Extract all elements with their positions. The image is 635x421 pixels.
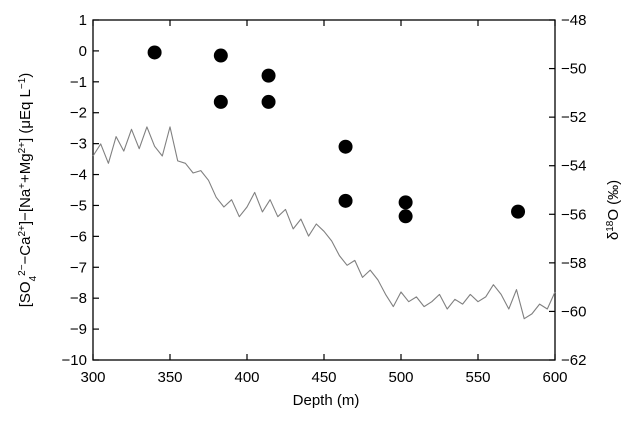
axis-title-part: ]−[Na — [17, 188, 34, 225]
ion-data-point — [398, 195, 413, 210]
x-axis: 300 350 400 450 500 550 600 — [80, 20, 568, 386]
axis-title-part: 4 — [28, 275, 39, 281]
x-tick-label: 500 — [388, 369, 413, 386]
y-left-tick-label: −2 — [70, 105, 87, 122]
y-right-axis: −48 −50 −52 −54 −56 −58 −60 −62 — [549, 12, 586, 369]
y-right-tick-label: −52 — [561, 109, 586, 126]
ion-data-point — [261, 94, 276, 109]
y-left-tick-label: −1 — [70, 74, 87, 91]
y-left-axis-title: [SO42−−Ca2+]−[Na++Mg2+] (μEq L−1) — [17, 73, 39, 308]
delta18o-line-series — [92, 126, 556, 320]
y-right-tick-label: −58 — [561, 255, 586, 272]
ion-data-point — [398, 209, 413, 224]
y-right-tick-label: −50 — [561, 61, 586, 78]
axis-title-part: −1 — [17, 77, 28, 89]
plot-border — [92, 19, 556, 361]
axis-title-part: 2− — [17, 264, 28, 276]
y-right-tick-label: −62 — [561, 352, 586, 369]
ion-data-point — [213, 48, 228, 63]
ion-data-point — [338, 139, 353, 154]
ion-data-point — [338, 193, 353, 208]
y-left-tick-label: −7 — [70, 259, 87, 276]
ion-data-point — [261, 68, 276, 83]
axis-title-part: δ — [605, 232, 622, 240]
y-right-tick-label: −60 — [561, 303, 586, 320]
plot-frame — [92, 19, 556, 361]
axis-title-part: 2+ — [17, 142, 28, 154]
y-left-axis: 1 0 −1 −2 −3 −4 −5 −6 −7 −8 −9 −10 — [62, 12, 99, 369]
axis-title-part: ) — [17, 73, 34, 78]
ion-data-point — [511, 204, 526, 219]
delta18o-line — [92, 126, 556, 320]
x-tick-label: 400 — [234, 369, 259, 386]
axis-title-part: 18 — [605, 220, 616, 232]
y-right-tick-label: −48 — [561, 12, 586, 29]
x-tick-label: 300 — [80, 369, 105, 386]
y-left-tick-label: −3 — [70, 136, 87, 153]
x-axis-title: Depth (m) — [293, 392, 360, 409]
x-tick-label: 450 — [311, 369, 336, 386]
ion-data-point — [213, 94, 228, 109]
y-left-tick-label: −6 — [70, 228, 87, 245]
axis-title-part: ] (μEq L — [17, 89, 34, 142]
y-left-tick-label: −9 — [70, 321, 87, 338]
x-tick-label: 600 — [542, 369, 567, 386]
y-left-tick-label: −8 — [70, 290, 87, 307]
x-tick-label: 550 — [465, 369, 490, 386]
x-tick-label: 350 — [157, 369, 182, 386]
y-right-tick-label: −56 — [561, 206, 586, 223]
y-right-axis-title: δ18O (‰) — [605, 180, 623, 240]
y-left-tick-label: −5 — [70, 197, 87, 214]
y-left-tick-label: −10 — [62, 352, 87, 369]
axis-title-part: 2+ — [17, 225, 28, 237]
ion-scatter-series — [147, 45, 526, 224]
y-left-tick-label: 1 — [79, 12, 87, 29]
axis-title-part: O (‰) — [605, 180, 622, 221]
axis-title-part: +Mg — [17, 153, 34, 183]
axis-title-part: [SO — [17, 281, 34, 307]
y-left-tick-label: −4 — [70, 167, 87, 184]
y-left-tick-label: 0 — [79, 43, 87, 60]
y-right-tick-label: −54 — [561, 158, 586, 175]
ion-data-point — [147, 45, 162, 60]
axis-title-part: −Ca — [17, 236, 34, 265]
axis-title-part: + — [17, 183, 28, 189]
